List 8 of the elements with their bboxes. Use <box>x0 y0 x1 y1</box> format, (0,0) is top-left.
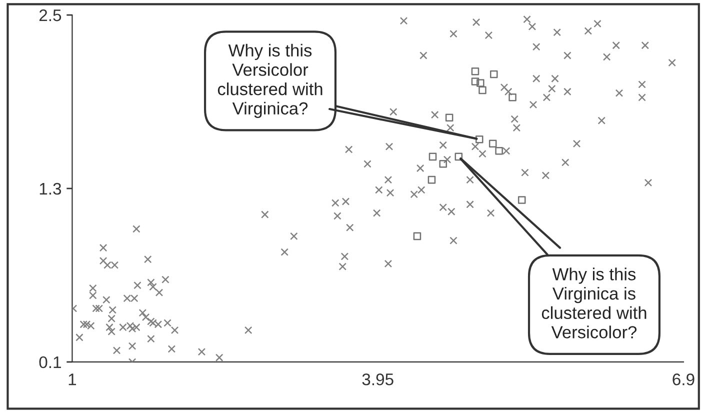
y-tick-label: 0.1 <box>39 356 61 368</box>
annotation: Why is this Versicolor clustered with Virginica? <box>218 44 322 118</box>
x-tick-label: 6.9 <box>672 374 694 386</box>
x-tick-label: 3.95 <box>362 374 394 386</box>
annotation: Why is this Virginica is clustered with Versicolor? <box>542 268 646 338</box>
y-tick-label: 2.5 <box>39 9 62 22</box>
x-tick-label: 1 <box>68 374 76 386</box>
y-tick-label: 1.3 <box>40 182 62 195</box>
